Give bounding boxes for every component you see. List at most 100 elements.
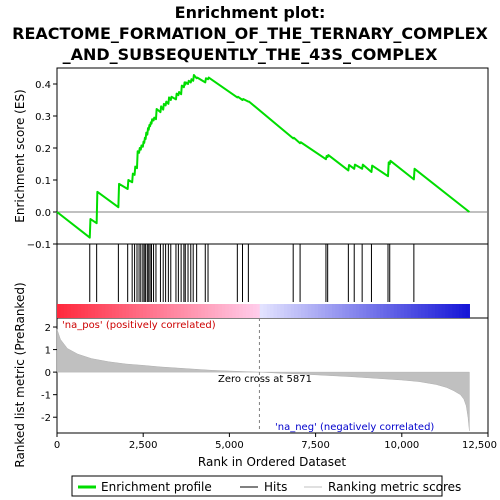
rank-bar-segment [225, 304, 230, 318]
rank-bar-segment [208, 304, 213, 318]
rank-bar-segment [70, 304, 75, 318]
x-tick-label: 0 [54, 440, 60, 451]
rank-bar-segment [215, 304, 220, 318]
neg-correlated-label: 'na_neg' (negatively correlated) [275, 422, 434, 433]
enrichment-profile-path [56, 74, 470, 239]
rank-bar-segment [311, 304, 316, 318]
rank-bar-segment [57, 304, 62, 318]
es-y-tick-label: −0.1 [27, 240, 51, 251]
rank-bar-segment [228, 304, 233, 318]
metric-y-tick-label: 2 [45, 323, 51, 334]
rank-bar-segment [294, 304, 299, 318]
rank-bar-segment [60, 304, 65, 318]
rank-bar-segment [300, 304, 306, 318]
x-tick-label: 12,500 [462, 440, 497, 451]
rank-bar-segment [366, 304, 371, 318]
rank-bar-segment [355, 304, 361, 318]
x-tick-label: 10,000 [384, 440, 419, 451]
rank-bar-segment [235, 304, 240, 318]
rank-bar-segment [221, 304, 226, 318]
rank-bar-segment [321, 304, 326, 318]
rank-bar-segment [108, 304, 113, 318]
rank-bar-segment [94, 304, 99, 318]
es-y-tick-label: 0.3 [35, 112, 51, 123]
legend-hits-label: Hits [264, 480, 287, 494]
rank-bar-segment [81, 304, 86, 318]
rank-bar-segment [404, 304, 409, 318]
es-y-tick-label: 0.0 [35, 208, 51, 219]
zero-cross-label: Zero cross at 5871 [218, 374, 312, 385]
es-panel [56, 67, 489, 245]
metric-y-tick-label: 1 [45, 346, 51, 357]
metric-y-tick-label: 0 [45, 368, 51, 379]
rank-bar-segment [318, 304, 323, 318]
rank-bar-segment [331, 304, 336, 318]
rank-bar-segment [101, 304, 106, 318]
chart-title-line2: REACTOME_FORMATION_OF_THE_TERNARY_COMPLE… [12, 24, 488, 43]
chart-title-line3: _AND_SUBSEQUENTLY_THE_43S_COMPLEX [63, 45, 438, 64]
rank-bar-segment [328, 304, 333, 318]
rank-bar-segment [125, 304, 130, 318]
metric-y-tick-label: -1 [41, 391, 51, 402]
rank-bar-segment [448, 304, 453, 318]
rank-bar-segment [438, 304, 443, 318]
rank-bar-segment [256, 304, 261, 318]
rank-bar-segment [414, 304, 419, 318]
rank-bar-segment [129, 304, 134, 318]
rank-bar-segment [180, 304, 185, 318]
rank-bar-segment [342, 304, 347, 318]
rank-bar-segment [132, 304, 137, 318]
rank-bar-segment [441, 304, 446, 318]
rank-bar-segment [335, 304, 340, 318]
es-y-tick-label: 0.1 [35, 176, 51, 187]
rank-bar-segment [338, 304, 343, 318]
rank-bar-segment [87, 304, 92, 318]
enrichment-profile-line [56, 74, 470, 239]
rank-color-bar [57, 304, 470, 318]
legend-box [71, 475, 443, 497]
rank-bar-segment [376, 304, 381, 318]
rank-bar-segment [386, 304, 391, 318]
x-tick-label: 2,500 [129, 440, 158, 451]
rank-bar-segment [263, 304, 268, 318]
legend-enrichment-label: Enrichment profile [101, 480, 212, 494]
rank-bar-segment [111, 304, 117, 318]
metric-y-tick-label: -2 [41, 413, 51, 424]
rank-bar-segment [170, 304, 175, 318]
rank-bar-segment [397, 304, 402, 318]
x-axis: 0 2,500 5,000 7,500 10,000 12,500 [54, 433, 497, 451]
metric-y-axis: -2 -1 0 1 2 [41, 323, 57, 424]
rank-bar-segment [163, 304, 168, 318]
rank-bar-segment [421, 304, 426, 318]
rank-bar-segment [115, 304, 120, 318]
rank-bar-segment [67, 304, 72, 318]
rank-bar-segment [362, 304, 367, 318]
rank-bar-segment [187, 304, 192, 318]
rank-bar-segment [290, 304, 295, 318]
metric-y-axis-label: Ranked list metric (PreRanked) [13, 282, 27, 467]
rank-bar-segment [242, 304, 247, 318]
rank-bar-segment [136, 304, 141, 318]
rank-bar-segment [201, 304, 206, 318]
rank-bar-segment [325, 304, 330, 318]
rank-bar-segment [232, 304, 237, 318]
rank-bar-segment [452, 304, 457, 318]
legend-metric-label: Ranking metric scores [328, 480, 461, 494]
rank-bar-segment [149, 304, 154, 318]
rank-bar-segment [249, 304, 254, 318]
rank-bar-segment [304, 304, 309, 318]
hit-marks [89, 244, 415, 302]
rank-bar-segment [156, 304, 161, 318]
chart-title-line1: Enrichment plot: [175, 3, 326, 22]
rank-bar-segment [424, 304, 429, 318]
rank-bar-segment [259, 304, 264, 318]
ranking-metric-fill [56, 329, 470, 431]
rank-bar-segment [307, 304, 312, 318]
rank-bar-segment [380, 304, 385, 318]
rank-bar-segment [390, 304, 395, 318]
rank-bar-segment [173, 304, 178, 318]
rank-bar-segment [211, 304, 216, 318]
rank-bar-segment [160, 304, 165, 318]
rank-bar-segment [435, 304, 440, 318]
